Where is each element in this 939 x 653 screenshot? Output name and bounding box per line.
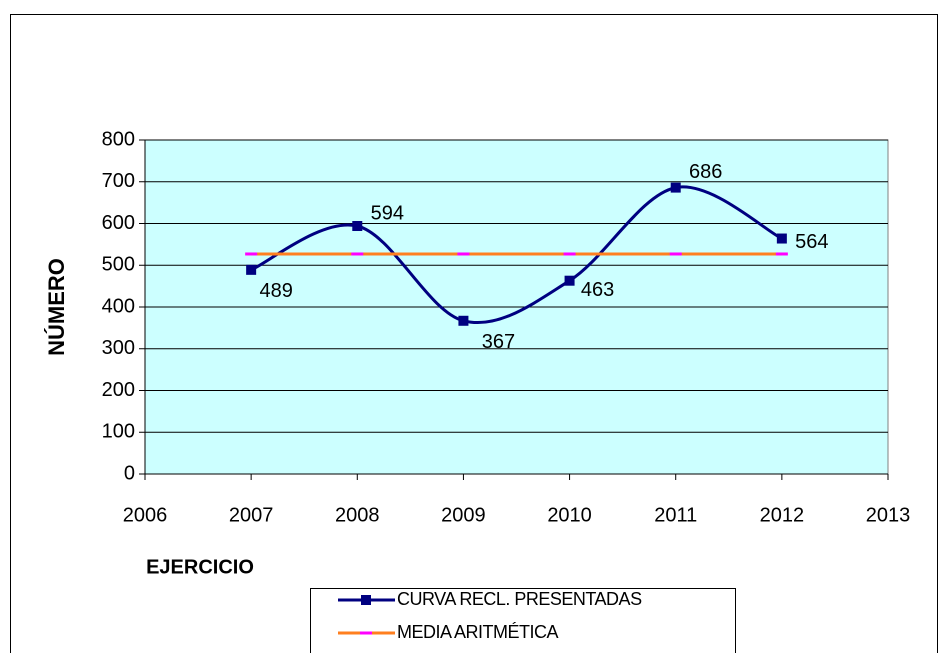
x-tick-label: 2010 [547,504,592,526]
legend-label: MEDIA ARITMÉTICA [397,622,559,642]
x-tick-label: 2007 [229,504,274,526]
x-tick-label: 2011 [654,504,697,526]
y-tick-label: 300 [102,337,135,359]
legend-marker [361,595,371,605]
data-label: 564 [795,231,828,253]
marker [564,275,575,286]
y-tick-label: 800 [102,128,135,150]
data-label: 686 [689,161,722,183]
x-tick-label: 2012 [760,504,805,526]
y-tick-label: 0 [124,462,135,484]
marker [352,221,363,232]
series-line [250,185,783,325]
data-label: 463 [581,279,614,301]
marker [457,252,470,256]
y-tick-label: 500 [102,254,135,276]
y-tick-label: 200 [102,379,135,401]
data-label: 594 [371,202,404,224]
data-label: 367 [482,331,515,353]
x-tick-label: 2008 [335,504,380,526]
marker [776,233,787,244]
y-tick-label: 100 [102,421,135,443]
marker [245,252,258,256]
data-label: 489 [259,280,292,302]
marker [458,315,469,326]
legend-label: CURVA RECL. PRESENTADAS [397,589,642,609]
y-tick-label: 700 [102,170,135,192]
legend-marker [360,631,372,635]
x-tick-label: 2006 [123,504,168,526]
x-tick-label: 2013 [866,504,911,526]
marker [775,252,788,256]
x-axis-label: EJERCICIO [146,556,254,578]
x-tick-label: 2009 [441,504,486,526]
y-tick-label: 400 [102,295,135,317]
y-axis-label: NÚMERO [44,258,69,356]
y-tick-label: 600 [102,212,135,234]
marker [670,182,681,193]
marker [669,252,682,256]
marker [246,264,257,275]
marker [351,252,364,256]
marker [563,252,576,256]
